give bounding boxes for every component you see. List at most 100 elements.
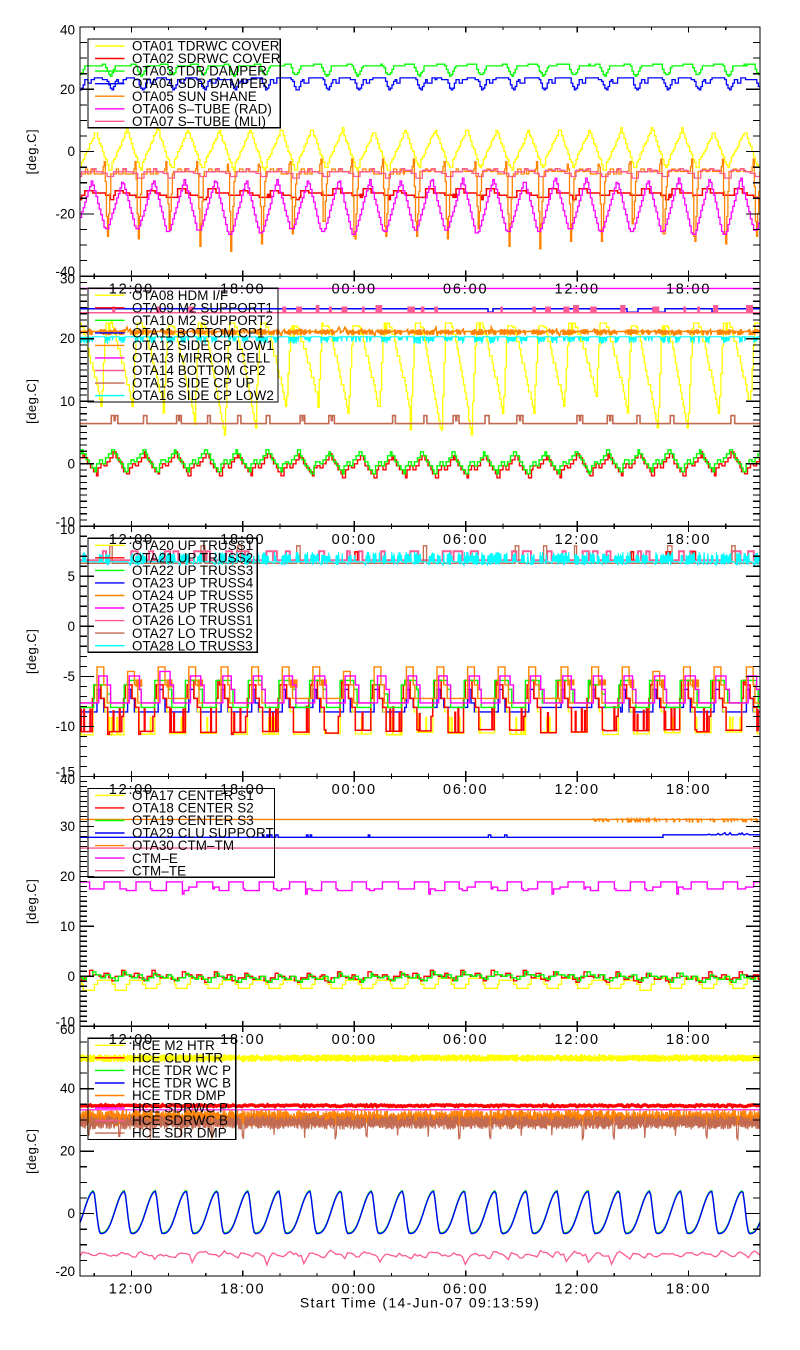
svg-text:-40: -40 xyxy=(55,264,75,279)
svg-text:OTA10 M2 SUPPORT2: OTA10 M2 SUPPORT2 xyxy=(132,313,273,328)
svg-text:Start Time (14-Jun-07 09:13:59: Start Time (14-Jun-07 09:13:59) xyxy=(300,1295,540,1311)
svg-text:12:00: 12:00 xyxy=(109,1032,154,1048)
svg-text:-15: -15 xyxy=(55,764,75,779)
svg-text:HCE TDR WC P: HCE TDR WC P xyxy=(132,1063,231,1078)
svg-text:18:00: 18:00 xyxy=(666,782,711,798)
svg-text:OTA03 TDR DAMPER: OTA03 TDR DAMPER xyxy=(132,64,267,79)
svg-text:10: 10 xyxy=(60,522,75,537)
svg-text:-20: -20 xyxy=(55,206,75,221)
svg-text:OTA09 M2 SUPPORT1: OTA09 M2 SUPPORT1 xyxy=(132,300,273,315)
svg-text:12:00: 12:00 xyxy=(555,782,600,798)
svg-text:18:00: 18:00 xyxy=(220,532,265,548)
svg-text:06:00: 06:00 xyxy=(443,782,488,798)
svg-text:OTA02 SDRWC COVER: OTA02 SDRWC COVER xyxy=(132,51,281,66)
svg-text:[deg.C]: [deg.C] xyxy=(24,129,39,174)
svg-text:OTA11 BOTTOM CP1: OTA11 BOTTOM CP1 xyxy=(132,326,265,341)
svg-text:12:00: 12:00 xyxy=(555,1282,600,1298)
svg-text:0: 0 xyxy=(67,456,75,471)
svg-text:06:00: 06:00 xyxy=(443,282,488,298)
svg-text:-20: -20 xyxy=(55,1264,75,1279)
svg-text:06:00: 06:00 xyxy=(443,1032,488,1048)
svg-text:00:00: 00:00 xyxy=(332,1282,377,1298)
svg-text:OTA06 S–TUBE (RAD): OTA06 S–TUBE (RAD) xyxy=(132,101,272,116)
svg-text:CTM–E: CTM–E xyxy=(132,851,178,866)
svg-text:12:00: 12:00 xyxy=(555,532,600,548)
svg-text:OTA16 SIDE CP LOW2: OTA16 SIDE CP LOW2 xyxy=(132,388,274,403)
svg-text:OTA19 CENTER S3: OTA19 CENTER S3 xyxy=(132,813,254,828)
svg-text:OTA12 SIDE CP LOW1: OTA12 SIDE CP LOW1 xyxy=(132,338,274,353)
svg-text:[deg.C]: [deg.C] xyxy=(24,378,39,423)
svg-text:06:00: 06:00 xyxy=(443,1282,488,1298)
svg-text:30: 30 xyxy=(60,272,75,287)
svg-text:06:00: 06:00 xyxy=(443,532,488,548)
svg-text:OTA27 LO TRUSS2: OTA27 LO TRUSS2 xyxy=(132,626,253,641)
svg-text:40: 40 xyxy=(60,23,75,38)
svg-text:18:00: 18:00 xyxy=(666,282,711,298)
svg-text:OTA29 CLU SUPPORT: OTA29 CLU SUPPORT xyxy=(132,826,274,841)
svg-text:10: 10 xyxy=(60,919,75,934)
svg-text:HCE SDR DMP: HCE SDR DMP xyxy=(132,1126,227,1141)
svg-text:20: 20 xyxy=(60,869,75,884)
svg-text:OTA24 UP TRUSS5: OTA24 UP TRUSS5 xyxy=(132,588,253,603)
svg-text:HCE SDRWC P: HCE SDRWC P xyxy=(132,1101,228,1116)
svg-text:OTA04 SDR DAMPER: OTA04 SDR DAMPER xyxy=(132,76,268,91)
svg-text:-10: -10 xyxy=(55,719,75,734)
svg-text:OTA17 CENTER S1: OTA17 CENTER S1 xyxy=(132,788,254,803)
svg-text:OTA15 SIDE CP UP: OTA15 SIDE CP UP xyxy=(132,376,254,391)
svg-text:0: 0 xyxy=(67,144,75,159)
svg-text:[deg.C]: [deg.C] xyxy=(24,879,39,924)
svg-text:OTA07 S–TUBE (MLI): OTA07 S–TUBE (MLI) xyxy=(132,114,266,129)
svg-text:40: 40 xyxy=(60,772,75,787)
svg-text:-10: -10 xyxy=(55,514,75,529)
svg-text:[deg.C]: [deg.C] xyxy=(24,629,39,674)
svg-text:12:00: 12:00 xyxy=(555,282,600,298)
svg-text:OTA05 SUN SHANE: OTA05 SUN SHANE xyxy=(132,89,257,104)
svg-text:18:00: 18:00 xyxy=(666,1282,711,1298)
svg-text:18:00: 18:00 xyxy=(666,532,711,548)
svg-text:OTA14 BOTTOM CP2: OTA14 BOTTOM CP2 xyxy=(132,363,266,378)
svg-text:OTA18 CENTER S2: OTA18 CENTER S2 xyxy=(132,801,254,816)
svg-text:OTA13 MIRROR CELL: OTA13 MIRROR CELL xyxy=(132,351,270,366)
svg-text:OTA25 UP TRUSS6: OTA25 UP TRUSS6 xyxy=(132,601,253,616)
svg-text:00:00: 00:00 xyxy=(332,1032,377,1048)
svg-text:HCE SDRWC B: HCE SDRWC B xyxy=(132,1113,228,1128)
svg-text:40: 40 xyxy=(60,1081,75,1096)
svg-text:OTA30 CTM–TM: OTA30 CTM–TM xyxy=(132,838,234,853)
svg-text:20: 20 xyxy=(60,331,75,346)
svg-text:OTA28 LO TRUSS3: OTA28 LO TRUSS3 xyxy=(132,638,253,653)
svg-text:[deg.C]: [deg.C] xyxy=(24,1128,39,1173)
svg-text:OTA23 UP TRUSS4: OTA23 UP TRUSS4 xyxy=(132,576,254,591)
svg-text:12:00: 12:00 xyxy=(109,1282,154,1298)
svg-text:HCE TDR WC B: HCE TDR WC B xyxy=(132,1076,231,1091)
svg-text:5: 5 xyxy=(67,569,75,584)
svg-text:18:00: 18:00 xyxy=(220,1032,265,1048)
svg-text:30: 30 xyxy=(60,819,75,834)
svg-text:18:00: 18:00 xyxy=(220,1282,265,1298)
svg-text:HCE CLU HTR: HCE CLU HTR xyxy=(132,1050,223,1065)
svg-text:20: 20 xyxy=(60,82,75,97)
svg-text:12:00: 12:00 xyxy=(109,532,154,548)
svg-text:OTA08 HDM I/F: OTA08 HDM I/F xyxy=(132,288,228,303)
svg-text:00:00: 00:00 xyxy=(332,282,377,298)
svg-text:HCE M2 HTR: HCE M2 HTR xyxy=(132,1038,215,1053)
svg-text:60: 60 xyxy=(60,1022,75,1037)
svg-text:18:00: 18:00 xyxy=(666,1032,711,1048)
svg-text:OTA01 TDRWC COVER: OTA01 TDRWC COVER xyxy=(132,39,280,54)
svg-text:OTA21 UP TRUSS2: OTA21 UP TRUSS2 xyxy=(132,550,253,565)
svg-text:-10: -10 xyxy=(55,1014,75,1029)
svg-text:OTA20 UP TRUSS1: OTA20 UP TRUSS1 xyxy=(132,538,253,553)
svg-text:12:00: 12:00 xyxy=(109,782,154,798)
svg-text:12:00: 12:00 xyxy=(109,282,154,298)
svg-text:10: 10 xyxy=(60,394,75,409)
svg-text:18:00: 18:00 xyxy=(220,282,265,298)
svg-text:0: 0 xyxy=(67,1206,75,1221)
svg-text:OTA26 LO TRUSS1: OTA26 LO TRUSS1 xyxy=(132,613,253,628)
svg-text:-5: -5 xyxy=(63,669,75,684)
svg-text:HCE TDR DMP: HCE TDR DMP xyxy=(132,1088,226,1103)
svg-text:CTM–TE: CTM–TE xyxy=(132,863,186,878)
svg-text:0: 0 xyxy=(67,619,75,634)
svg-text:00:00: 00:00 xyxy=(332,532,377,548)
svg-text:20: 20 xyxy=(60,1144,75,1159)
svg-text:0: 0 xyxy=(67,969,75,984)
svg-text:18:00: 18:00 xyxy=(220,782,265,798)
